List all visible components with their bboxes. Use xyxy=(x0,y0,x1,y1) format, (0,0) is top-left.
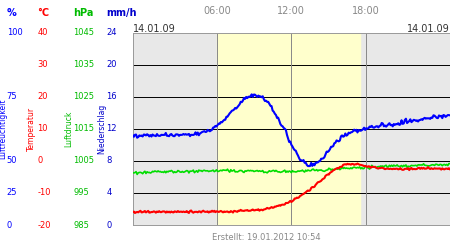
Text: 14.01.09: 14.01.09 xyxy=(133,24,176,34)
Text: 1005: 1005 xyxy=(73,156,94,165)
Text: hPa: hPa xyxy=(73,8,94,18)
Text: 75: 75 xyxy=(7,92,17,101)
Text: 18:00: 18:00 xyxy=(352,6,380,16)
Text: 14.01.09: 14.01.09 xyxy=(407,24,450,34)
Text: %: % xyxy=(7,8,16,18)
Text: 25: 25 xyxy=(7,188,17,198)
Text: 0: 0 xyxy=(37,156,42,165)
Text: °C: °C xyxy=(37,8,50,18)
Text: 30: 30 xyxy=(37,60,48,69)
Text: 12: 12 xyxy=(106,124,117,133)
Text: Luftdruck: Luftdruck xyxy=(64,110,73,147)
Text: 995: 995 xyxy=(73,188,89,198)
Text: 0: 0 xyxy=(7,220,12,230)
Bar xyxy=(217,32,360,225)
Text: Erstellt: 19.01.2012 10:54: Erstellt: 19.01.2012 10:54 xyxy=(212,233,320,242)
Text: mm/h: mm/h xyxy=(106,8,137,18)
Text: Temperatur: Temperatur xyxy=(27,107,36,151)
Text: 985: 985 xyxy=(73,220,89,230)
Text: 1025: 1025 xyxy=(73,92,94,101)
Text: 06:00: 06:00 xyxy=(203,6,231,16)
Text: 1015: 1015 xyxy=(73,124,94,133)
Text: Luftfeuchtigkeit: Luftfeuchtigkeit xyxy=(0,98,7,159)
Text: 40: 40 xyxy=(37,28,48,37)
Text: 10: 10 xyxy=(37,124,48,133)
Text: Niederschlag: Niederschlag xyxy=(98,104,107,154)
Text: 12:00: 12:00 xyxy=(278,6,305,16)
Text: 0: 0 xyxy=(106,220,112,230)
Text: 50: 50 xyxy=(7,156,17,165)
Text: 4: 4 xyxy=(106,188,112,198)
Text: 1045: 1045 xyxy=(73,28,94,37)
Text: 1035: 1035 xyxy=(73,60,94,69)
Text: -20: -20 xyxy=(37,220,51,230)
Text: 8: 8 xyxy=(106,156,112,165)
Text: 20: 20 xyxy=(37,92,48,101)
Text: -10: -10 xyxy=(37,188,51,198)
Text: 100: 100 xyxy=(7,28,22,37)
Text: 24: 24 xyxy=(106,28,117,37)
Text: 20: 20 xyxy=(106,60,117,69)
Text: 16: 16 xyxy=(106,92,117,101)
